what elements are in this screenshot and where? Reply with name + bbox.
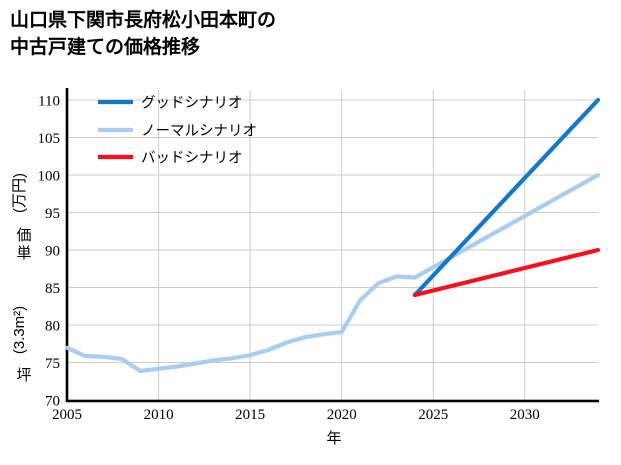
y-tick-85: 85	[45, 281, 60, 297]
series-line-normal	[64, 172, 601, 374]
y-axis-title-part-0: 坪	[16, 367, 31, 384]
y-tick-labels: 110 105 100 95 90 85 80 75 70	[38, 94, 61, 410]
chart-legend: グッドシナリオ ノーマルシナリオ バッドシナリオ	[98, 95, 257, 167]
x-axis-title: 年	[326, 430, 341, 447]
legend-label-good: グッドシナリオ	[141, 95, 243, 112]
x-tick-2030: 2030	[510, 407, 540, 423]
series-line-good	[412, 97, 601, 298]
legend-label-normal: ノーマルシナリオ	[141, 124, 257, 140]
y-tick-80: 80	[45, 319, 60, 335]
x-tick-2015: 2015	[235, 407, 265, 423]
x-tick-2020: 2020	[327, 407, 357, 423]
y-tick-90: 90	[45, 244, 60, 260]
chart-title: 山口県下関市長府松小田本町の 中古戸建ての価格推移	[10, 10, 277, 58]
x-tick-2005: 2005	[52, 407, 82, 423]
y-tick-100: 100	[38, 169, 61, 185]
y-axis-title-part-1: (3.3m²)	[11, 306, 28, 354]
y-axis-title-part-3: (万円)	[11, 173, 28, 213]
x-tick-2025: 2025	[418, 407, 448, 423]
y-axis-title-part-2b: 価	[16, 227, 31, 244]
y-tick-75: 75	[45, 356, 60, 372]
y-tick-105: 105	[38, 131, 61, 147]
y-axis-title-part-2a: 単	[16, 245, 31, 262]
y-tick-70: 70	[45, 394, 60, 410]
series-line-bad	[412, 247, 601, 298]
y-tick-110: 110	[38, 94, 60, 110]
legend-label-bad: バッドシナリオ	[141, 151, 243, 167]
plot-background	[67, 90, 598, 400]
y-axis-title: 坪 (3.3m²) 単 価 (万円)	[11, 173, 32, 384]
x-tick-labels: 2005 2010 2015 2020 2025 2030	[52, 407, 540, 423]
y-tick-95: 95	[45, 206, 60, 222]
y-gridlines	[67, 99, 598, 401]
x-tick-2010: 2010	[144, 407, 174, 423]
